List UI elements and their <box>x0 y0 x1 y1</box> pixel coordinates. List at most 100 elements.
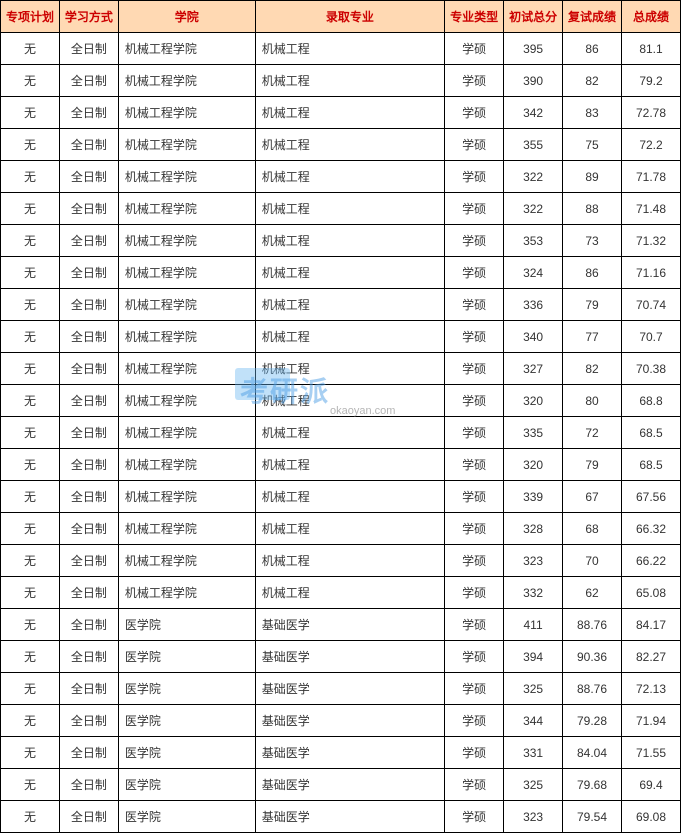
table-cell: 学硕 <box>445 97 504 129</box>
table-cell: 无 <box>1 65 60 97</box>
table-cell: 无 <box>1 545 60 577</box>
table-cell: 机械工程 <box>255 577 444 609</box>
table-cell: 学硕 <box>445 801 504 833</box>
table-cell: 机械工程 <box>255 417 444 449</box>
table-cell: 全日制 <box>59 65 118 97</box>
table-cell: 84.04 <box>563 737 622 769</box>
table-cell: 66.32 <box>621 513 680 545</box>
table-cell: 无 <box>1 801 60 833</box>
table-cell: 395 <box>504 33 563 65</box>
table-cell: 基础医学 <box>255 673 444 705</box>
table-row: 无全日制机械工程学院机械工程学硕3958681.1 <box>1 33 681 65</box>
table-row: 无全日制机械工程学院机械工程学硕3407770.7 <box>1 321 681 353</box>
table-cell: 机械工程 <box>255 321 444 353</box>
table-cell: 基础医学 <box>255 737 444 769</box>
table-cell: 机械工程 <box>255 513 444 545</box>
table-cell: 88.76 <box>563 609 622 641</box>
table-cell: 79.2 <box>621 65 680 97</box>
table-cell: 机械工程 <box>255 545 444 577</box>
table-cell: 80 <box>563 385 622 417</box>
table-cell: 72.13 <box>621 673 680 705</box>
table-cell: 全日制 <box>59 609 118 641</box>
table-cell: 基础医学 <box>255 609 444 641</box>
table-cell: 全日制 <box>59 705 118 737</box>
table-cell: 无 <box>1 385 60 417</box>
table-row: 无全日制医学院基础医学学硕39490.3682.27 <box>1 641 681 673</box>
table-cell: 70.74 <box>621 289 680 321</box>
table-cell: 全日制 <box>59 385 118 417</box>
table-cell: 411 <box>504 609 563 641</box>
table-cell: 机械工程 <box>255 225 444 257</box>
table-cell: 无 <box>1 673 60 705</box>
table-cell: 无 <box>1 705 60 737</box>
table-cell: 全日制 <box>59 673 118 705</box>
table-row: 无全日制机械工程学院机械工程学硕3207968.5 <box>1 449 681 481</box>
table-cell: 66.22 <box>621 545 680 577</box>
table-cell: 325 <box>504 673 563 705</box>
table-row: 无全日制医学院基础医学学硕32588.7672.13 <box>1 673 681 705</box>
table-cell: 学硕 <box>445 577 504 609</box>
table-cell: 390 <box>504 65 563 97</box>
table-cell: 机械工程 <box>255 161 444 193</box>
table-cell: 79.54 <box>563 801 622 833</box>
table-cell: 学硕 <box>445 321 504 353</box>
table-cell: 336 <box>504 289 563 321</box>
table-cell: 机械工程 <box>255 33 444 65</box>
table-cell: 机械工程 <box>255 97 444 129</box>
table-cell: 320 <box>504 385 563 417</box>
table-cell: 机械工程学院 <box>118 481 255 513</box>
table-row: 无全日制医学院基础医学学硕33184.0471.55 <box>1 737 681 769</box>
table-cell: 学硕 <box>445 385 504 417</box>
table-cell: 无 <box>1 513 60 545</box>
table-row: 无全日制机械工程学院机械工程学硕3278270.38 <box>1 353 681 385</box>
table-cell: 322 <box>504 193 563 225</box>
table-cell: 机械工程学院 <box>118 129 255 161</box>
table-cell: 无 <box>1 737 60 769</box>
table-cell: 全日制 <box>59 225 118 257</box>
col-special-plan: 专项计划 <box>1 1 60 33</box>
table-cell: 82.27 <box>621 641 680 673</box>
table-cell: 68.5 <box>621 449 680 481</box>
table-cell: 68.5 <box>621 417 680 449</box>
table-cell: 无 <box>1 353 60 385</box>
table-row: 无全日制机械工程学院机械工程学硕3396767.56 <box>1 481 681 513</box>
table-cell: 81.1 <box>621 33 680 65</box>
table-cell: 322 <box>504 161 563 193</box>
table-cell: 全日制 <box>59 321 118 353</box>
table-cell: 71.55 <box>621 737 680 769</box>
table-cell: 医学院 <box>118 705 255 737</box>
table-cell: 88.76 <box>563 673 622 705</box>
table-cell: 机械工程学院 <box>118 33 255 65</box>
table-cell: 机械工程学院 <box>118 161 255 193</box>
table-row: 无全日制医学院基础医学学硕41188.7684.17 <box>1 609 681 641</box>
table-cell: 全日制 <box>59 449 118 481</box>
table-cell: 学硕 <box>445 545 504 577</box>
table-cell: 全日制 <box>59 289 118 321</box>
table-cell: 71.32 <box>621 225 680 257</box>
table-cell: 机械工程学院 <box>118 545 255 577</box>
table-cell: 医学院 <box>118 801 255 833</box>
table-cell: 全日制 <box>59 513 118 545</box>
header-row: 专项计划 学习方式 学院 录取专业 专业类型 初试总分 复试成绩 总成绩 <box>1 1 681 33</box>
table-cell: 全日制 <box>59 129 118 161</box>
table-cell: 医学院 <box>118 609 255 641</box>
table-cell: 342 <box>504 97 563 129</box>
table-cell: 机械工程学院 <box>118 257 255 289</box>
table-cell: 机械工程 <box>255 385 444 417</box>
table-cell: 68 <box>563 513 622 545</box>
table-cell: 323 <box>504 801 563 833</box>
table-container: 专项计划 学习方式 学院 录取专业 专业类型 初试总分 复试成绩 总成绩 无全日… <box>0 0 681 833</box>
table-cell: 79 <box>563 289 622 321</box>
table-cell: 基础医学 <box>255 705 444 737</box>
table-cell: 71.48 <box>621 193 680 225</box>
table-cell: 全日制 <box>59 577 118 609</box>
table-cell: 学硕 <box>445 641 504 673</box>
table-row: 无全日制机械工程学院机械工程学硕3228871.48 <box>1 193 681 225</box>
table-cell: 学硕 <box>445 161 504 193</box>
table-cell: 机械工程学院 <box>118 321 255 353</box>
table-cell: 65.08 <box>621 577 680 609</box>
table-cell: 355 <box>504 129 563 161</box>
table-cell: 机械工程 <box>255 449 444 481</box>
table-cell: 学硕 <box>445 257 504 289</box>
table-row: 无全日制机械工程学院机械工程学硕3326265.08 <box>1 577 681 609</box>
